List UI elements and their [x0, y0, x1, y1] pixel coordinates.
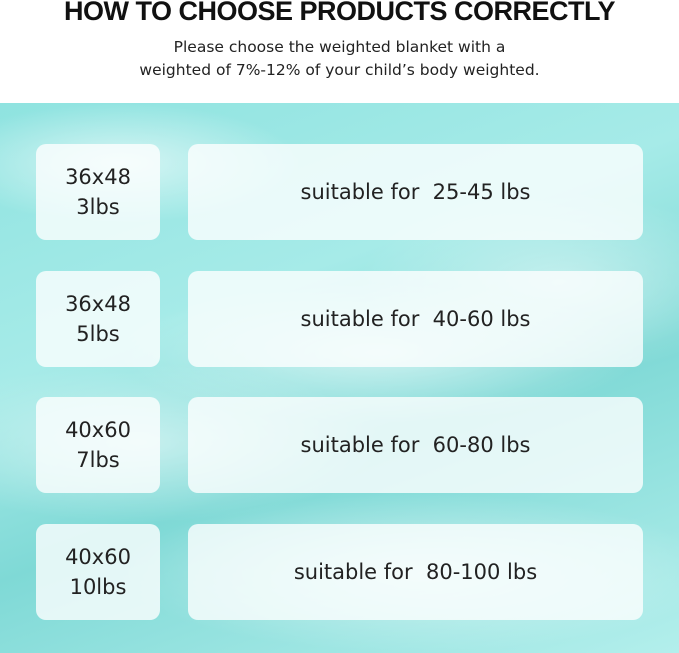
- blanket-size: 40x60: [65, 545, 131, 569]
- size-box: 36x48 5lbs: [36, 271, 160, 367]
- size-box: 36x48 3lbs: [36, 144, 160, 240]
- blanket-size: 40x60: [65, 418, 131, 442]
- size-row: 36x48 5lbs suitable for 40-60 lbs: [0, 271, 679, 367]
- size-row: 40x60 10lbs suitable for 80-100 lbs: [0, 524, 679, 620]
- subtitle-line-1: Please choose the weighted blanket with …: [173, 38, 506, 56]
- suitable-range: suitable for 80-100 lbs: [188, 524, 643, 620]
- subtitle: Please choose the weighted blanket with …: [0, 36, 679, 82]
- size-box: 40x60 7lbs: [36, 397, 160, 493]
- suitable-range: suitable for 60-80 lbs: [188, 397, 643, 493]
- page-title: HOW TO CHOOSE PRODUCTS CORRECTLY: [63, 0, 616, 26]
- blanket-weight: 7lbs: [76, 448, 120, 472]
- blanket-weight: 10lbs: [69, 575, 127, 599]
- blanket-size: 36x48: [65, 165, 131, 189]
- blanket-size: 36x48: [65, 292, 131, 316]
- subtitle-line-2: weighted of 7%-12% of your child’s body …: [139, 61, 540, 79]
- size-box: 40x60 10lbs: [36, 524, 160, 620]
- suitable-range: suitable for 25-45 lbs: [188, 144, 643, 240]
- blanket-weight: 3lbs: [76, 195, 120, 219]
- size-row: 40x60 7lbs suitable for 60-80 lbs: [0, 397, 679, 493]
- blanket-weight: 5lbs: [76, 322, 120, 346]
- suitable-range: suitable for 40-60 lbs: [188, 271, 643, 367]
- size-row: 36x48 3lbs suitable for 25-45 lbs: [0, 144, 679, 240]
